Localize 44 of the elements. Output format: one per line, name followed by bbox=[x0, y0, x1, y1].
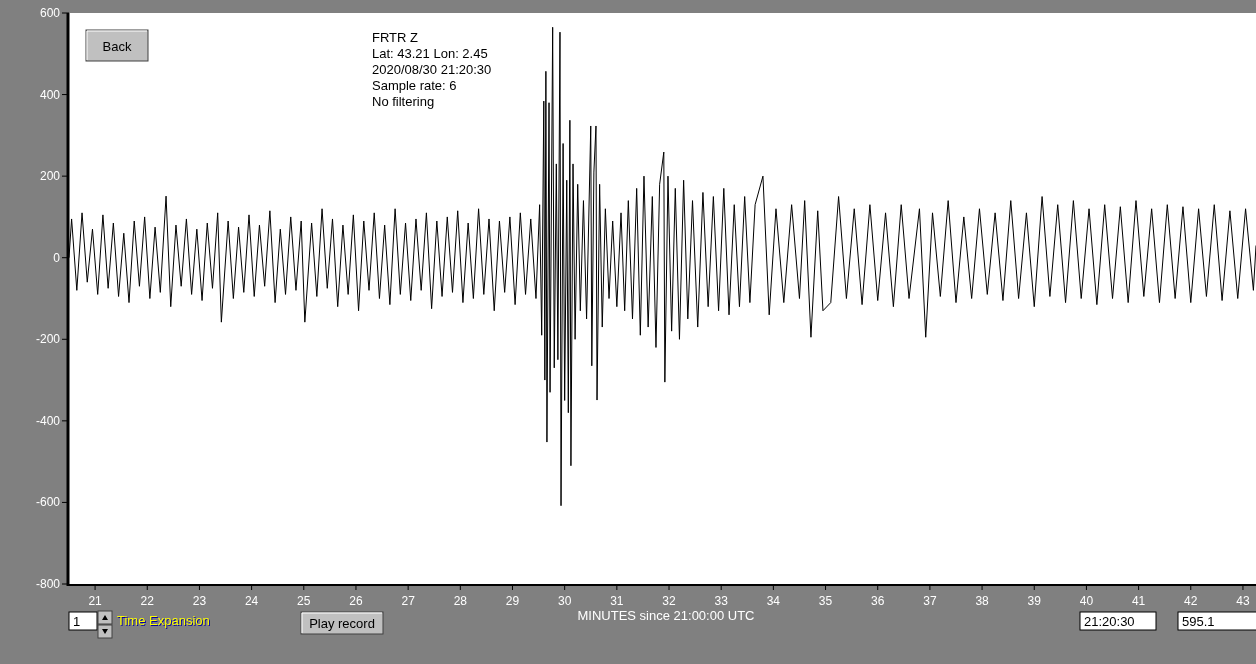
x-tick-label: 41 bbox=[1131, 594, 1146, 608]
y-tick-label: -800 bbox=[35, 577, 61, 591]
y-tick-label: -600 bbox=[35, 495, 61, 510]
y-tick-label: 0 bbox=[53, 250, 61, 265]
x-tick-label: 35 bbox=[818, 594, 833, 608]
y-tick-label: -200 bbox=[35, 332, 61, 347]
x-tick-label: 23 bbox=[192, 594, 207, 608]
value-field: 595.1 bbox=[1177, 611, 1256, 631]
text: Time Expansion bbox=[117, 613, 210, 628]
x-tick-label: 36 bbox=[871, 594, 885, 608]
x-tick-label: 24 bbox=[244, 594, 259, 608]
x-tick-label: 22 bbox=[140, 594, 155, 608]
annotation: Sample rate: 6 bbox=[372, 78, 457, 93]
x-tick-label: 32 bbox=[662, 594, 677, 608]
x-tick-label: 29 bbox=[505, 594, 520, 608]
annotation: 2020/08/30 21:20:30 bbox=[372, 62, 492, 77]
x-tick-label: 28 bbox=[453, 594, 468, 608]
x-tick-label: 43 bbox=[1236, 594, 1250, 608]
x-tick-label: 33 bbox=[714, 594, 729, 608]
x-tick-label: 25 bbox=[297, 594, 311, 608]
x-tick-label: 27 bbox=[401, 594, 416, 608]
x-tick-label: 21 bbox=[88, 594, 103, 608]
annotation: FRTR Z bbox=[372, 30, 419, 45]
x-tick-label: 30 bbox=[557, 594, 572, 608]
number-field: 1 bbox=[68, 611, 98, 631]
x-tick-label: 26 bbox=[349, 594, 363, 608]
x-axis-title: MINUTES since 21:00:00 UTC bbox=[577, 608, 755, 623]
x-tick-label: 38 bbox=[975, 594, 990, 608]
x-tick-label: 42 bbox=[1184, 594, 1198, 608]
y-tick-label: 400 bbox=[39, 87, 61, 102]
annotation: No filtering bbox=[372, 94, 435, 109]
y-tick-label: -400 bbox=[35, 413, 61, 428]
y-tick-label: 600 bbox=[39, 6, 61, 20]
x-tick-label: 31 bbox=[610, 594, 624, 608]
y-tick-label: 200 bbox=[39, 169, 61, 184]
x-tick-label: 39 bbox=[1027, 594, 1042, 608]
x-tick-label: 34 bbox=[766, 594, 781, 608]
x-tick-label: 37 bbox=[923, 594, 937, 608]
play-record-button: Play record bbox=[300, 611, 384, 635]
time-field: 21:20:30 bbox=[1079, 611, 1157, 631]
x-tick-label: 40 bbox=[1079, 594, 1094, 608]
annotation: Back bbox=[102, 38, 132, 54]
back-button: Back bbox=[85, 29, 149, 62]
annotation: Lat: 43.21 Lon: 2.45 bbox=[372, 46, 488, 61]
